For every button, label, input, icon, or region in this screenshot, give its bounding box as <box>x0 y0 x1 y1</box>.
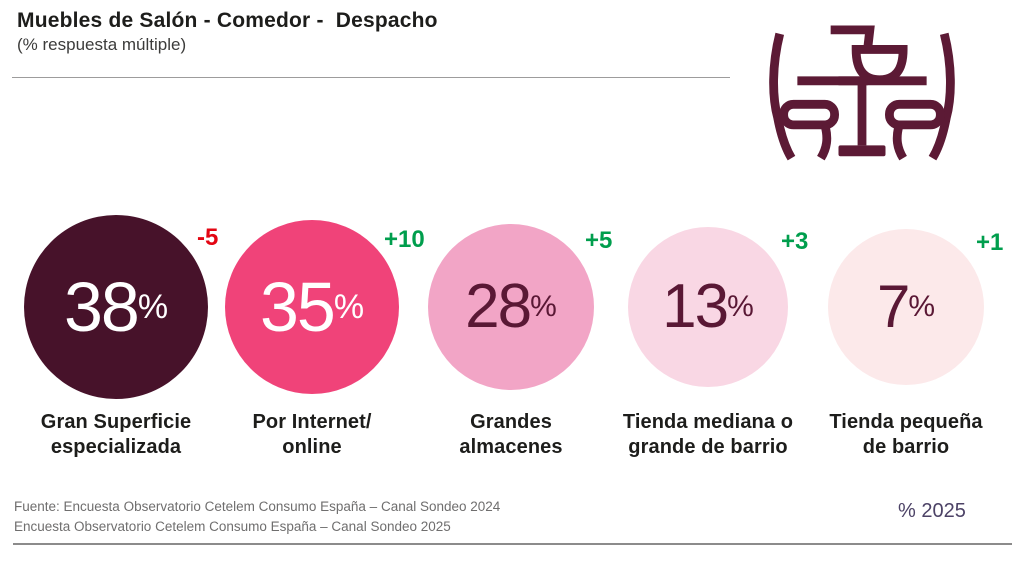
source-note: Fuente: Encuesta Observatorio Cetelem Co… <box>14 497 500 536</box>
header-divider <box>12 77 730 78</box>
year-note: % 2025 <box>898 500 966 522</box>
bubble-tienda-pequena: 7% <box>828 229 984 385</box>
percent-sign: % <box>530 290 557 323</box>
bubble-value: 7 <box>876 273 910 340</box>
source-line-1: Fuente: Encuesta Observatorio Cetelem Co… <box>14 499 501 514</box>
bubble-value: 13 <box>662 272 729 341</box>
page-title: Muebles de Salón - Comedor - Despacho <box>17 9 438 32</box>
change-badge-positive: +3 <box>781 228 809 255</box>
percent-sign: % <box>137 287 169 326</box>
bubble-value: 38 <box>63 268 140 346</box>
bubble-value: 28 <box>465 272 532 341</box>
bubble-value: 35 <box>259 268 336 346</box>
footer-divider <box>13 543 1012 545</box>
percent-sign: % <box>908 290 936 323</box>
bubble-tienda-mediana: 13% <box>628 227 788 387</box>
category-label: Grandes almacenes <box>459 411 563 458</box>
source-line-2: Encuesta Observatorio Cetelem Consumo Es… <box>14 518 451 534</box>
bubble-gran-superficie: 38% <box>24 215 208 399</box>
bubble-internet: 35% <box>225 220 399 394</box>
change-badge-negative: -5 <box>197 224 219 251</box>
change-badge-positive: +10 <box>384 226 425 253</box>
category-label: Tienda pequeña de barrio <box>829 411 983 458</box>
page-subtitle: (% respuesta múltiple) <box>17 35 187 54</box>
category-label: Gran Superficie especializada <box>40 411 192 458</box>
percent-sign: % <box>727 290 754 323</box>
dining-table-icon <box>757 24 967 166</box>
category-label: Por Internet/ online <box>252 411 372 458</box>
change-badge-positive: +1 <box>976 229 1004 256</box>
change-badge-positive: +5 <box>585 227 613 254</box>
percent-sign: % <box>333 287 365 326</box>
bubble-grandes-almacenes: 28% <box>428 224 594 390</box>
category-label: Tienda mediana o grande de barrio <box>622 411 794 458</box>
